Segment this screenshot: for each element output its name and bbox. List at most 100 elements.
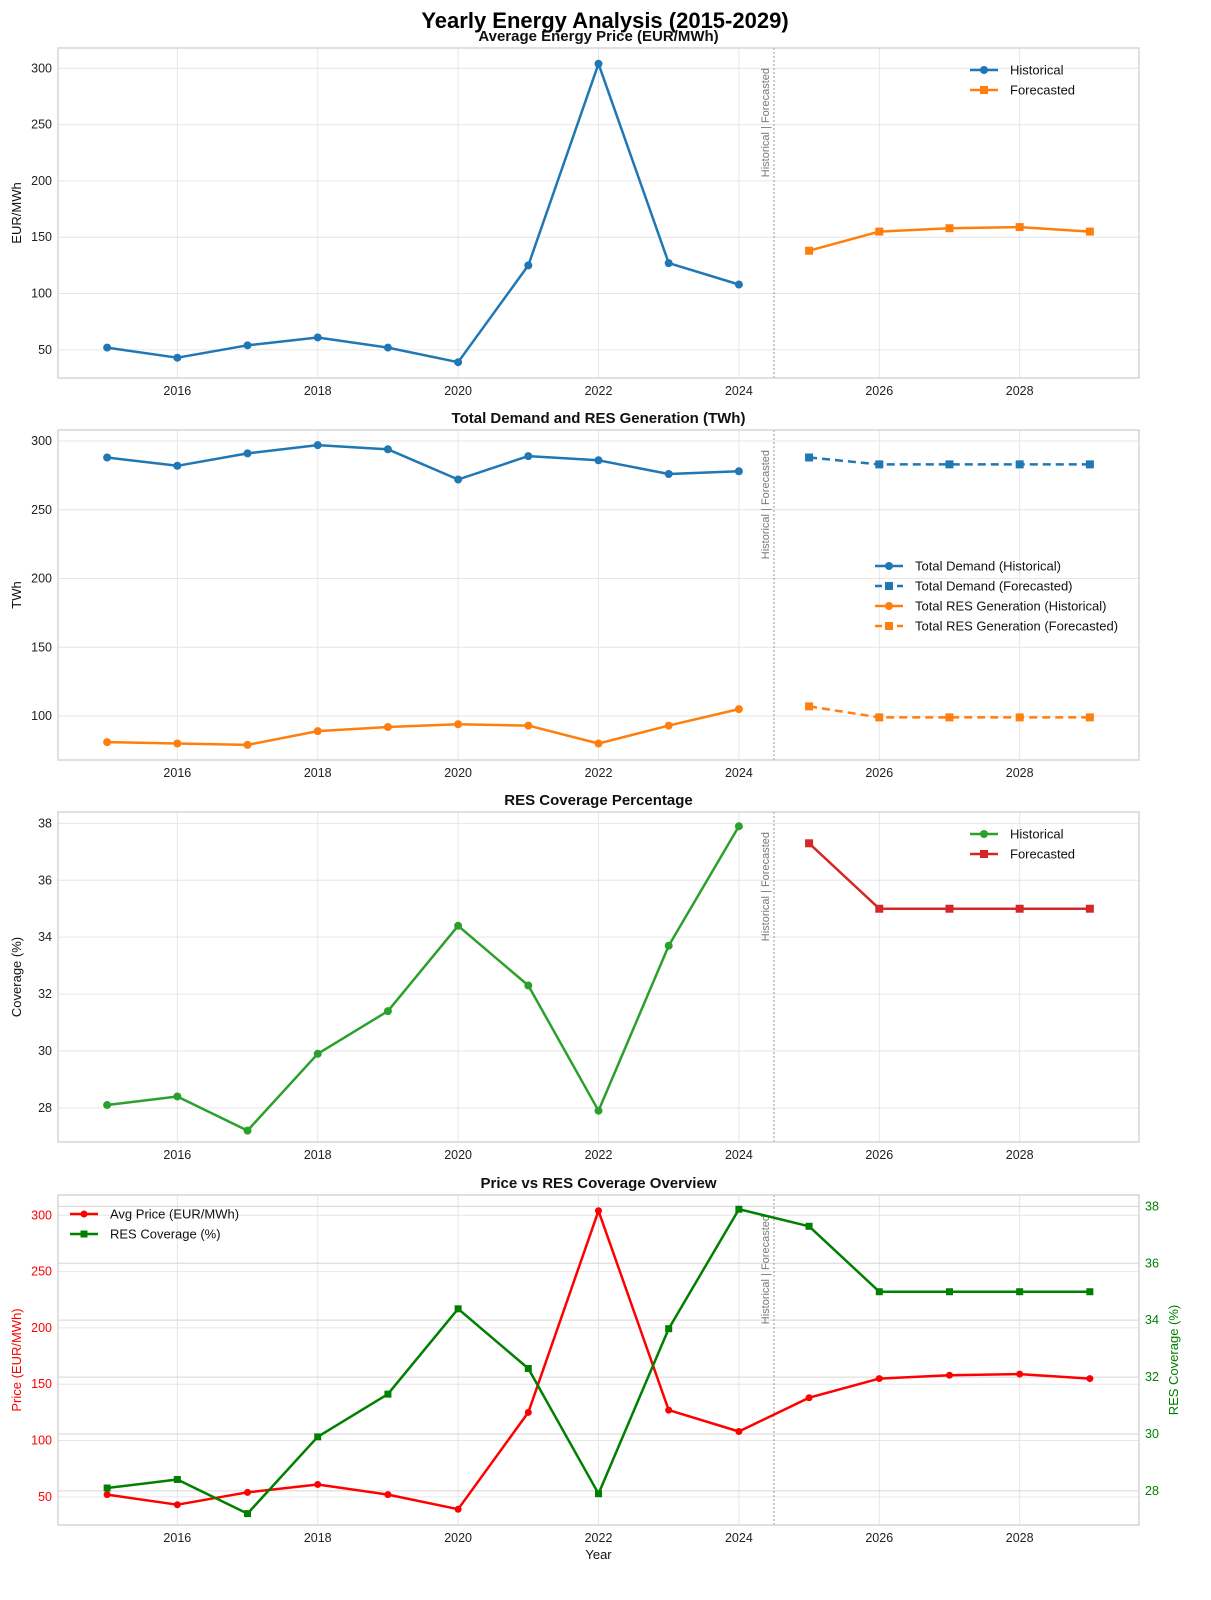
- series-line-3: [107, 707, 740, 747]
- data-point: [875, 227, 884, 236]
- data-point: [454, 1305, 462, 1313]
- data-point: [875, 460, 884, 469]
- data-point: [173, 1501, 181, 1509]
- legend-label: Forecasted: [1010, 847, 1075, 862]
- legend: Avg Price (EUR/MWh) RES Coverage (%): [70, 1207, 239, 1242]
- data-point: [664, 721, 673, 730]
- data-point: [594, 59, 603, 68]
- x-tick-label: 2026: [865, 1531, 893, 1545]
- data-point: [454, 1505, 462, 1513]
- data-point: [945, 713, 954, 722]
- data-point: [945, 904, 954, 913]
- series-line-4: [808, 705, 1090, 719]
- data-point: [383, 445, 392, 454]
- data-point: [524, 261, 533, 270]
- chart-panel-4: Historical | Forecasted 2016 2018 2020 2022 2…: [9, 1175, 1181, 1562]
- x-tick-label: 2020: [444, 384, 472, 398]
- plot-frame: [57, 1194, 1140, 1526]
- x-tick-label: 2018: [304, 1531, 332, 1545]
- data-point: [734, 280, 743, 289]
- x-axis-label: Year: [585, 1547, 612, 1562]
- x-tick-label: 2024: [725, 1531, 753, 1545]
- x-tick-label: 2024: [725, 1148, 753, 1162]
- data-point: [313, 333, 322, 342]
- data-point: [173, 461, 182, 470]
- y-tick-label: 34: [38, 930, 52, 944]
- data-point: [103, 1101, 112, 1110]
- data-point: [595, 1490, 602, 1498]
- x-tick-label: 2022: [585, 1531, 613, 1545]
- data-point: [243, 740, 252, 749]
- y-tick-label: 100: [31, 287, 52, 301]
- x-tick-label: 2028: [1006, 1148, 1034, 1162]
- data-point: [664, 470, 673, 478]
- data-point: [454, 358, 463, 367]
- chart-title: RES Coverage Percentage: [504, 792, 692, 809]
- data-point: [244, 1510, 252, 1518]
- y-right-tick-label: 30: [1145, 1427, 1159, 1441]
- data-point: [805, 702, 814, 711]
- y-right-tick-label: 38: [1145, 1199, 1159, 1213]
- legend-label: Avg Price (EUR/MWh): [110, 1207, 239, 1222]
- y-tick-label: 300: [31, 434, 52, 448]
- data-point: [734, 822, 743, 831]
- x-tick-label: 2020: [444, 1531, 472, 1545]
- x-tick-label: 2016: [163, 384, 191, 398]
- legend-marker: [885, 622, 893, 630]
- y-tick-label: 200: [31, 1321, 52, 1335]
- legend-label: Total Demand (Historical): [915, 559, 1061, 574]
- data-point: [734, 705, 743, 714]
- data-point: [244, 1488, 252, 1496]
- data-point: [805, 1222, 813, 1230]
- y-right-tick-label: 36: [1145, 1256, 1159, 1270]
- y-right-axis-label: RES Coverage (%): [1166, 1305, 1181, 1416]
- data-point: [313, 727, 322, 736]
- x-tick-label: 2022: [585, 1148, 613, 1162]
- y-tick-label: 36: [38, 873, 52, 887]
- plot-frame: [57, 47, 1140, 379]
- data-point: [384, 1491, 392, 1499]
- y-tick-label: 28: [38, 1101, 52, 1115]
- x-tick-label: 2018: [304, 1148, 332, 1162]
- x-tick-label: 2020: [444, 1148, 472, 1162]
- data-point: [383, 723, 392, 731]
- legend: Historical Forecasted: [970, 63, 1075, 98]
- legend: Total Demand (Historical) Total Demand (F…: [875, 559, 1118, 634]
- y-tick-label: 250: [31, 503, 52, 517]
- data-point: [173, 1475, 181, 1483]
- data-point: [524, 1408, 532, 1416]
- divider-label: Historical | Forecasted: [760, 1215, 772, 1324]
- data-point: [875, 713, 884, 722]
- legend-marker: [980, 850, 988, 858]
- data-point: [243, 449, 252, 458]
- y-tick-label: 250: [31, 1265, 52, 1279]
- data-point: [805, 1394, 813, 1402]
- data-point: [664, 259, 673, 268]
- data-point: [595, 1207, 602, 1215]
- y-tick-label: 300: [31, 1208, 52, 1222]
- y-axis-label: Coverage (%): [9, 937, 24, 1017]
- data-point: [1015, 713, 1024, 722]
- legend-label: Forecasted: [1010, 83, 1075, 98]
- chart-title: Total Demand and RES Generation (TWh): [452, 410, 746, 427]
- data-point: [173, 353, 182, 362]
- figure-title: Yearly Energy Analysis (2015-2029): [421, 8, 788, 33]
- data-point: [243, 1126, 252, 1135]
- y-tick-label: 38: [38, 816, 52, 830]
- data-point: [173, 739, 182, 748]
- legend-marker: [980, 86, 988, 94]
- data-point: [805, 246, 814, 255]
- data-point: [594, 456, 603, 465]
- chart-panel-2: Historical | Forecasted 2016 2018 2020 2022 2…: [9, 410, 1140, 780]
- data-point: [1085, 460, 1094, 469]
- data-point: [875, 904, 884, 913]
- y-tick-label: 300: [31, 61, 52, 75]
- data-point: [1085, 227, 1094, 236]
- plot-frame: [57, 429, 1140, 761]
- legend-label: Total Demand (Forecasted): [915, 579, 1073, 594]
- series-line-2: [808, 456, 1090, 466]
- x-tick-label: 2020: [444, 766, 472, 780]
- x-tick-label: 2028: [1006, 384, 1034, 398]
- y-tick-label: 150: [31, 640, 52, 654]
